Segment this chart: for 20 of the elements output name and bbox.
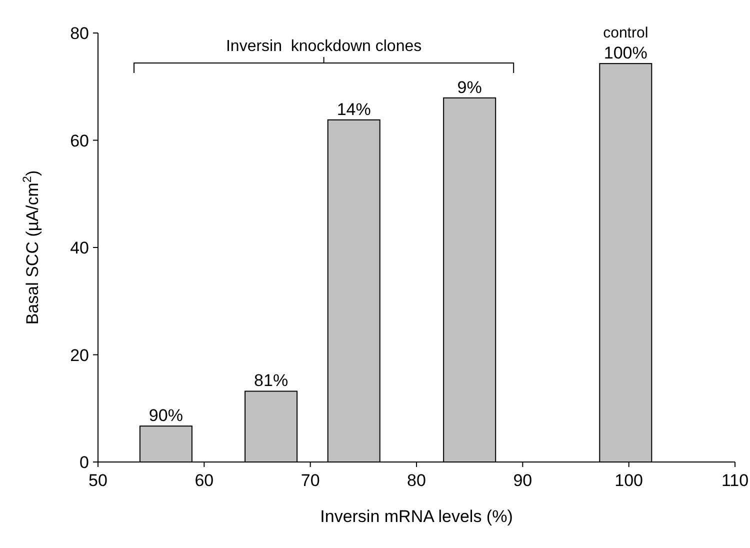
y-tick-label: 80 [70,24,89,43]
x-tick-label: 90 [513,471,532,490]
y-tick-label: 40 [70,238,89,258]
x-tick-label: 50 [88,471,108,490]
y-tick-label: 0 [80,453,89,472]
annotation: 81% [254,371,288,390]
annotation: 9% [457,78,482,97]
x-tick-label: 110 [721,471,749,490]
annotation: 100% [604,44,648,63]
y-tick-label: 60 [70,131,89,150]
x-tick-label: 70 [300,471,320,490]
x-tick-label: 100 [614,471,644,490]
x-tick-label: 60 [194,471,214,490]
x-tick-label: 80 [407,471,426,490]
annotation: 14% [336,100,371,119]
annotation: Inversin knockdown clones [226,38,422,55]
annotation: control [603,24,648,42]
y-tick-label: 20 [70,346,89,365]
x-axis-title: Inversin mRNA levels (%) [320,507,513,526]
annotation: 90% [148,406,183,426]
